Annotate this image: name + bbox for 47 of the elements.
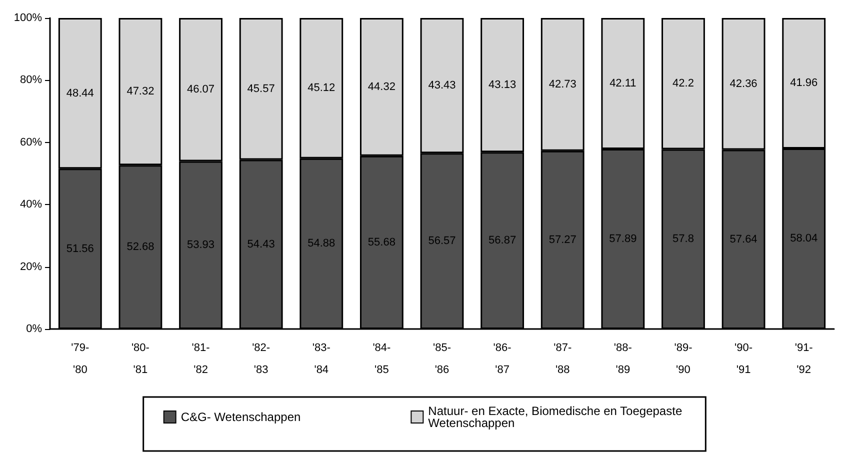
x-tick-label: '81- '82	[192, 342, 210, 376]
data-label: 45.57	[247, 82, 275, 95]
x-tick-label: '83- '84	[312, 342, 331, 376]
data-label: 47.32	[126, 86, 154, 98]
data-label: 42.73	[548, 78, 576, 90]
data-label: 56.87	[488, 234, 516, 247]
data-label: 42.11	[610, 77, 636, 90]
data-label: 57.89	[609, 232, 637, 245]
data-label: 57.27	[548, 234, 576, 246]
data-label: 54.88	[308, 238, 336, 250]
x-tick-label: '87- '88	[554, 342, 572, 376]
x-tick-label: '86- '87	[493, 342, 512, 376]
x-tick-label: '85- '86	[433, 342, 452, 376]
x-tick-label: '79- '80	[71, 342, 90, 376]
data-label: 58.04	[790, 232, 818, 245]
data-label: 44.32	[368, 80, 396, 93]
x-tick-label: '91- '92	[794, 342, 814, 376]
data-label: 43.13	[488, 79, 516, 92]
data-label: 53.93	[187, 239, 215, 252]
data-label: 55.68	[368, 236, 396, 248]
data-label: 43.43	[428, 80, 456, 92]
data-label: 56.57	[428, 235, 456, 248]
data-label: 46.07	[187, 84, 215, 96]
y-tick-label: 60%	[20, 136, 42, 148]
data-label: 54.43	[247, 238, 275, 250]
data-label: 42.2	[672, 78, 694, 90]
x-tick-label: '90- '91	[734, 342, 753, 376]
y-tick-label: 100%	[14, 12, 42, 24]
y-tick-label: 0%	[26, 323, 42, 335]
legend-label: Natuur- en Exacte, Biomedische en Toegepaste Wetenschappen	[428, 404, 686, 430]
data-label: 52.68	[126, 241, 154, 254]
y-tick-label: 80%	[20, 74, 42, 86]
y-tick-label: 20%	[20, 260, 42, 273]
x-tick-label: '80- '81	[131, 342, 150, 376]
y-tick-label: 40%	[20, 198, 42, 211]
data-label: 41.96	[790, 77, 818, 90]
data-label: 57.8	[672, 233, 694, 246]
x-tick-label: '82- '83	[252, 342, 270, 376]
x-tick-label: '89- '90	[674, 342, 693, 376]
x-tick-label: '84- '85	[372, 342, 392, 376]
legend-label: C&G- Wetenschappen	[180, 410, 301, 424]
data-label: 51.56	[66, 242, 94, 255]
data-label: 57.64	[730, 233, 758, 246]
x-tick-label: '88- '89	[614, 342, 632, 376]
data-label: 45.12	[308, 82, 336, 94]
data-label: 42.36	[730, 78, 758, 90]
data-label: 48.44	[66, 87, 94, 100]
